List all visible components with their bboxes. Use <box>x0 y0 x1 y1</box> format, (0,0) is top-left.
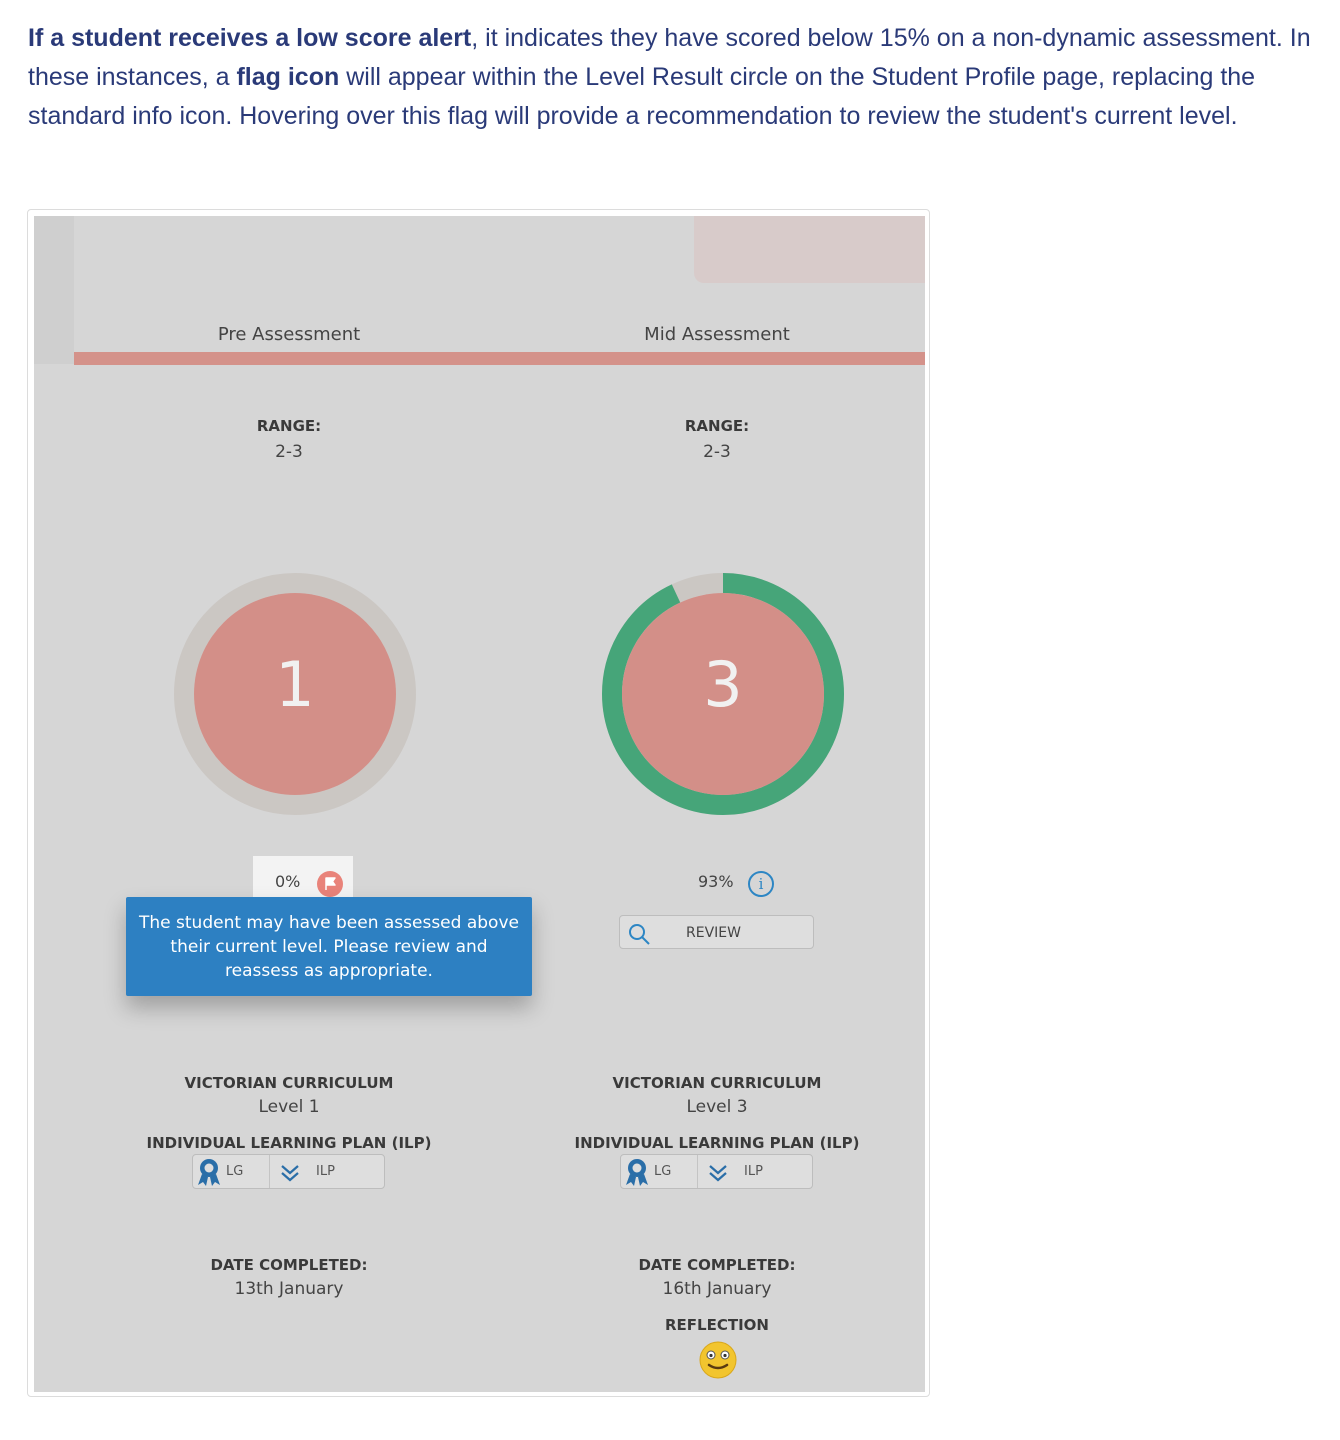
search-icon <box>629 924 650 945</box>
smiley-face-icon[interactable] <box>698 1340 738 1380</box>
intro-text-1: , it indicates they have scored below 15… <box>28 24 1311 91</box>
button-divider <box>269 1155 270 1188</box>
review-button[interactable]: REVIEW <box>619 915 814 949</box>
mid-level-fill <box>622 593 824 795</box>
button-divider <box>697 1155 698 1188</box>
flag-icon[interactable] <box>317 871 343 897</box>
review-button-label: REVIEW <box>686 925 741 941</box>
intro-text-2: will appear within the Level Result circ… <box>28 63 1256 130</box>
pre-assessment-title: Pre Assessment <box>217 324 361 345</box>
side-panel-strip <box>34 216 74 364</box>
mid-date-label: DATE COMPLETED: <box>638 1256 796 1274</box>
pre-level-fill <box>194 593 396 795</box>
mid-lg-label: LG <box>654 1164 672 1179</box>
info-icon[interactable]: i <box>748 871 774 897</box>
mid-range-label: RANGE: <box>684 417 750 435</box>
reflection-label: REFLECTION <box>665 1316 769 1334</box>
mid-percent: 93% <box>698 872 734 891</box>
mid-range-value: 2-3 <box>703 442 731 462</box>
pre-curriculum-value: Level 1 <box>258 1097 320 1117</box>
award-ribbon-icon <box>626 1159 648 1186</box>
student-profile-screenshot: Pre Assessment Mid Assessment RANGE: 2-3… <box>34 216 925 1392</box>
pre-level-number: 1 <box>275 648 315 721</box>
mid-curriculum-label: VICTORIAN CURRICULUM <box>612 1074 822 1092</box>
pre-curriculum-label: VICTORIAN CURRICULUM <box>184 1074 394 1092</box>
double-chevron-down-icon <box>709 1165 727 1182</box>
mid-curriculum-value: Level 3 <box>686 1097 748 1117</box>
mid-level-result-circle[interactable] <box>602 573 844 815</box>
intro-paragraph: If a student receives a low score alert,… <box>28 19 1318 136</box>
pre-range-value: 2-3 <box>275 442 303 462</box>
low-score-tooltip: The student may have been assessed above… <box>126 897 532 996</box>
double-chevron-down-icon <box>281 1165 299 1182</box>
pre-level-result-circle[interactable] <box>174 573 416 815</box>
pre-ilp-button-label: ILP <box>316 1164 335 1179</box>
pre-date-label: DATE COMPLETED: <box>210 1256 368 1274</box>
top-right-panel <box>694 216 925 283</box>
pre-ring-track <box>174 573 416 815</box>
intro-bold-flag: flag icon <box>236 63 340 91</box>
pre-percent: 0% <box>275 872 301 891</box>
assessment-header-bar <box>74 352 925 365</box>
mid-date-value: 16th January <box>662 1279 772 1299</box>
pre-lg-label: LG <box>226 1164 244 1179</box>
pre-ilp-label: INDIVIDUAL LEARNING PLAN (ILP) <box>146 1134 432 1152</box>
intro-bold-alert: If a student receives a low score alert <box>28 24 472 52</box>
mid-assessment-title: Mid Assessment <box>644 324 790 345</box>
mid-ring-progress <box>602 573 844 815</box>
mid-level-number: 3 <box>703 648 743 721</box>
tooltip-text: The student may have been assessed above… <box>139 913 519 981</box>
mid-ilp-button-label: ILP <box>744 1164 763 1179</box>
pre-date-value: 13th January <box>234 1279 344 1299</box>
mid-ilp-label: INDIVIDUAL LEARNING PLAN (ILP) <box>574 1134 860 1152</box>
award-ribbon-icon <box>198 1159 220 1186</box>
pre-ilp-button-group: LG ILP <box>192 1154 385 1189</box>
mid-ilp-button-group: LG ILP <box>620 1154 813 1189</box>
pre-range-label: RANGE: <box>256 417 322 435</box>
flag-glyph-icon <box>325 877 336 890</box>
